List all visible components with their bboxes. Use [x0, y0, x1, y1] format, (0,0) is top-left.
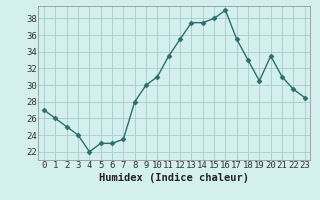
X-axis label: Humidex (Indice chaleur): Humidex (Indice chaleur) [100, 173, 249, 183]
